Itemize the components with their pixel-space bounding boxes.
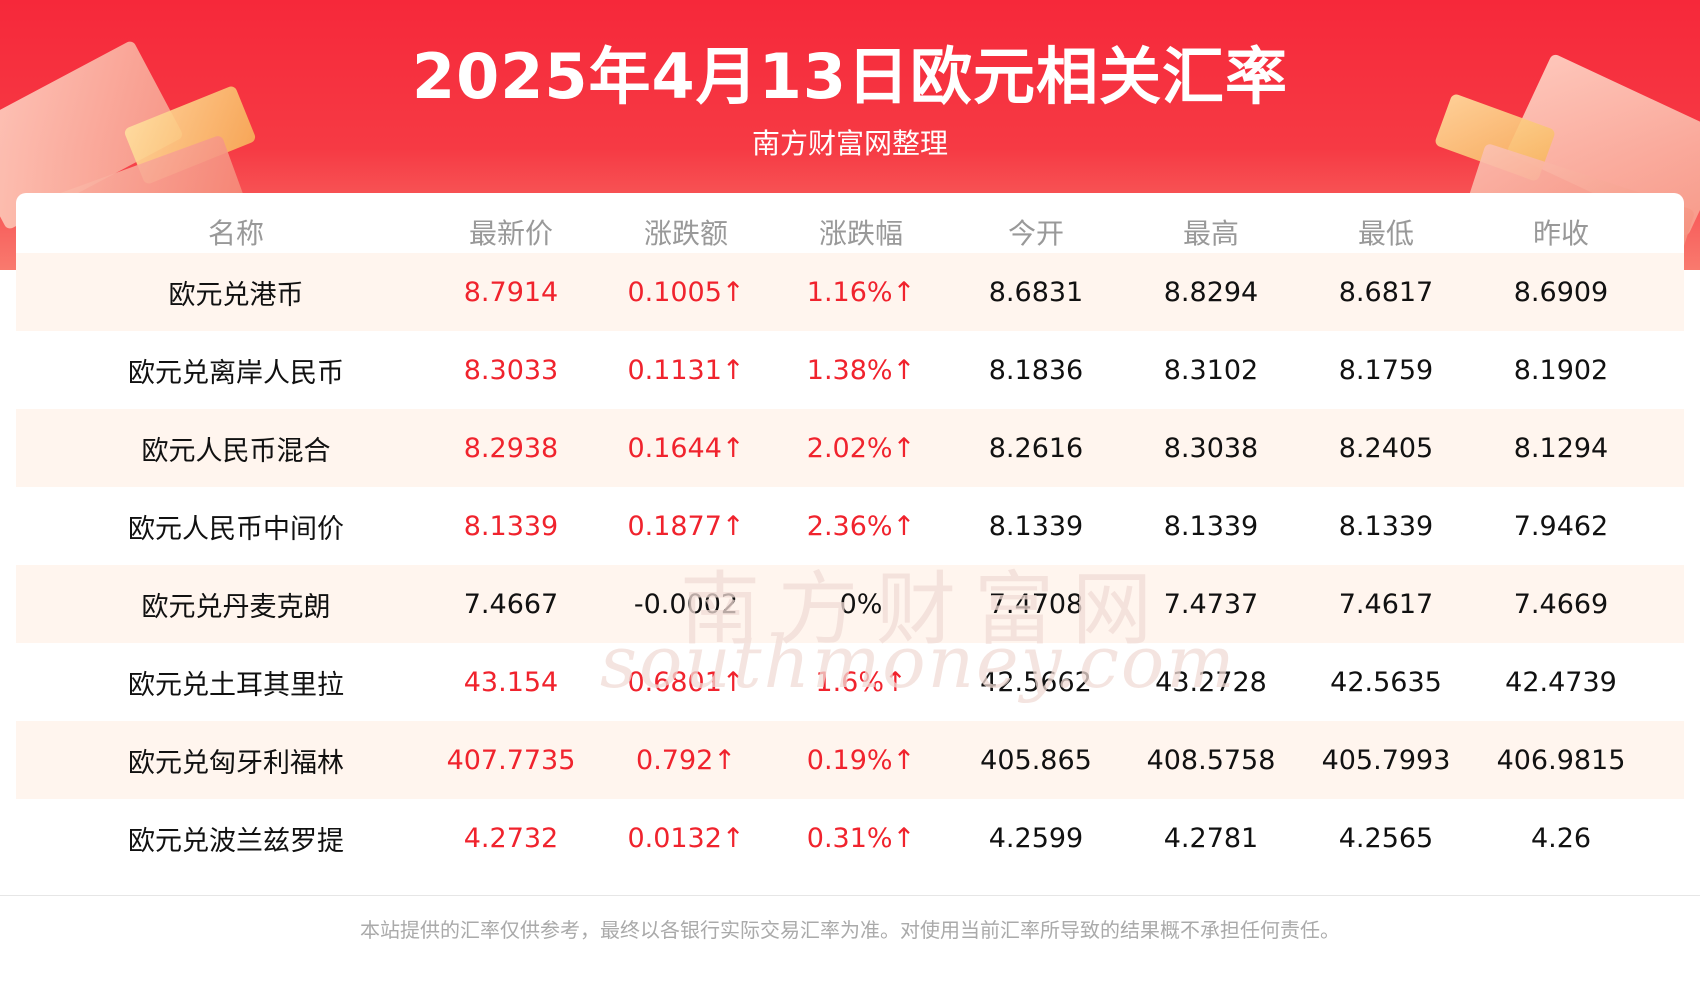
cell-change: 0.1877↑ bbox=[627, 510, 745, 542]
cell-open: 4.2599 bbox=[988, 822, 1084, 854]
cell-latest: 8.7914 bbox=[463, 276, 559, 308]
cell-name: 欧元兑波兰兹罗提 bbox=[128, 825, 344, 857]
disclaimer-text: 本站提供的汇率仅供参考，最终以各银行实际交易汇率为准。对使用当前汇率所导致的结果… bbox=[360, 918, 1340, 942]
cell-low: 7.4617 bbox=[1338, 588, 1434, 620]
column-header-low: 最低 bbox=[1357, 217, 1414, 250]
cell-low: 8.1339 bbox=[1338, 510, 1434, 542]
cell-open: 42.5662 bbox=[980, 666, 1092, 698]
column-header-change: 涨跌额 bbox=[643, 217, 728, 250]
cell-change-pct: 1.6%↑ bbox=[815, 666, 907, 698]
column-header-high: 最高 bbox=[1182, 217, 1239, 250]
cell-change-pct: 1.16%↑ bbox=[806, 276, 916, 308]
cell-name: 欧元兑离岸人民币 bbox=[128, 357, 344, 389]
cell-open: 8.2616 bbox=[988, 432, 1084, 464]
cell-latest: 4.2732 bbox=[463, 822, 559, 854]
table-row: 欧元兑匈牙利福林 407.7735 0.792↑ 0.19%↑ 405.865 408.5… bbox=[16, 721, 1684, 799]
table-row: 欧元兑丹麦克朗 7.4667 -0.0002 0% 7.4708 7.4737 7.4617… bbox=[16, 565, 1684, 643]
cell-high: 7.4737 bbox=[1163, 588, 1259, 620]
cell-prev-close: 406.9815 bbox=[1496, 744, 1626, 776]
cell-latest: 407.7735 bbox=[446, 744, 576, 776]
cell-open: 7.4708 bbox=[988, 588, 1084, 620]
column-header-change-pct: 涨跌幅 bbox=[818, 217, 903, 250]
cell-prev-close: 7.9462 bbox=[1513, 510, 1609, 542]
cell-change: 0.792↑ bbox=[636, 744, 736, 776]
cell-open: 405.865 bbox=[980, 744, 1092, 776]
table-header-row: 名称 最新价 涨跌额 涨跌幅 今开 最高 最低 昨收 bbox=[16, 193, 1684, 271]
column-header-latest: 最新价 bbox=[468, 217, 553, 250]
cell-low: 8.2405 bbox=[1338, 432, 1434, 464]
cell-name: 欧元人民币混合 bbox=[141, 435, 331, 467]
cell-low: 4.2565 bbox=[1338, 822, 1434, 854]
cell-high: 8.3102 bbox=[1163, 354, 1259, 386]
cell-change: 0.1005↑ bbox=[627, 276, 745, 308]
cell-change: 0.1644↑ bbox=[627, 432, 745, 464]
cell-high: 8.8294 bbox=[1163, 276, 1259, 308]
divider bbox=[0, 895, 1700, 896]
cell-low: 405.7993 bbox=[1321, 744, 1451, 776]
cell-latest: 8.1339 bbox=[463, 510, 559, 542]
cell-prev-close: 42.4739 bbox=[1505, 666, 1617, 698]
page-subtitle: 南方财富网整理 bbox=[751, 127, 948, 160]
column-header-prev-close: 昨收 bbox=[1532, 217, 1589, 250]
table-row: 欧元人民币混合 8.2938 0.1644↑ 2.02%↑ 8.2616 8.3038 8.… bbox=[16, 409, 1684, 487]
cell-change-pct: 0.31%↑ bbox=[806, 822, 916, 854]
cell-change-pct: 0% bbox=[839, 588, 883, 620]
cell-high: 43.2728 bbox=[1155, 666, 1267, 698]
table-row: 欧元兑离岸人民币 8.3033 0.1131↑ 1.38%↑ 8.1836 8.3102 8… bbox=[16, 331, 1684, 409]
cell-latest: 8.2938 bbox=[463, 432, 559, 464]
cell-high: 8.3038 bbox=[1163, 432, 1259, 464]
cell-name: 欧元兑港币 bbox=[168, 279, 304, 311]
cell-prev-close: 8.1294 bbox=[1513, 432, 1609, 464]
cell-open: 8.6831 bbox=[988, 276, 1084, 308]
table-row: 欧元兑土耳其里拉 43.154 0.6801↑ 1.6%↑ 42.5662 43.2728… bbox=[16, 643, 1684, 721]
cell-prev-close: 4.26 bbox=[1530, 822, 1592, 854]
cell-open: 8.1339 bbox=[988, 510, 1084, 542]
rates-table: 名称 最新价 涨跌额 涨跌幅 今开 最高 最低 昨收 欧元兑港币 8.7914 0.… bbox=[16, 193, 1684, 895]
cell-high: 8.1339 bbox=[1163, 510, 1259, 542]
cell-change: -0.0002 bbox=[633, 588, 739, 620]
cell-low: 42.5635 bbox=[1330, 666, 1442, 698]
cell-latest: 8.3033 bbox=[463, 354, 559, 386]
cell-high: 4.2781 bbox=[1163, 822, 1259, 854]
cell-change: 0.6801↑ bbox=[627, 666, 745, 698]
cell-name: 欧元兑匈牙利福林 bbox=[128, 747, 344, 779]
table-row: 欧元兑波兰兹罗提 4.2732 0.0132↑ 0.31%↑ 4.2599 4.2781 4… bbox=[16, 799, 1684, 877]
cell-change: 0.0132↑ bbox=[627, 822, 745, 854]
cell-prev-close: 8.1902 bbox=[1513, 354, 1609, 386]
column-header-open: 今开 bbox=[1007, 217, 1064, 250]
cell-change-pct: 2.02%↑ bbox=[806, 432, 916, 464]
cell-change-pct: 2.36%↑ bbox=[806, 510, 916, 542]
cell-latest: 43.154 bbox=[463, 666, 559, 698]
cell-open: 8.1836 bbox=[988, 354, 1084, 386]
cell-low: 8.6817 bbox=[1338, 276, 1434, 308]
table-row: 欧元兑港币 8.7914 0.1005↑ 1.16%↑ 8.6831 8.8294 8.68… bbox=[16, 253, 1684, 331]
cell-change: 0.1131↑ bbox=[627, 354, 745, 386]
cell-high: 408.5758 bbox=[1146, 744, 1276, 776]
cell-change-pct: 1.38%↑ bbox=[806, 354, 916, 386]
cell-prev-close: 7.4669 bbox=[1513, 588, 1609, 620]
page-title: 2025年4月13日欧元相关汇率 bbox=[412, 40, 1288, 113]
cell-change-pct: 0.19%↑ bbox=[806, 744, 916, 776]
cell-prev-close: 8.6909 bbox=[1513, 276, 1609, 308]
table-row: 欧元人民币中间价 8.1339 0.1877↑ 2.36%↑ 8.1339 8.1339 8… bbox=[16, 487, 1684, 565]
column-header-name: 名称 bbox=[207, 217, 264, 250]
cell-low: 8.1759 bbox=[1338, 354, 1434, 386]
cell-name: 欧元兑土耳其里拉 bbox=[128, 669, 344, 701]
cell-latest: 7.4667 bbox=[463, 588, 559, 620]
cell-name: 欧元人民币中间价 bbox=[128, 513, 344, 545]
cell-name: 欧元兑丹麦克朗 bbox=[141, 591, 331, 623]
